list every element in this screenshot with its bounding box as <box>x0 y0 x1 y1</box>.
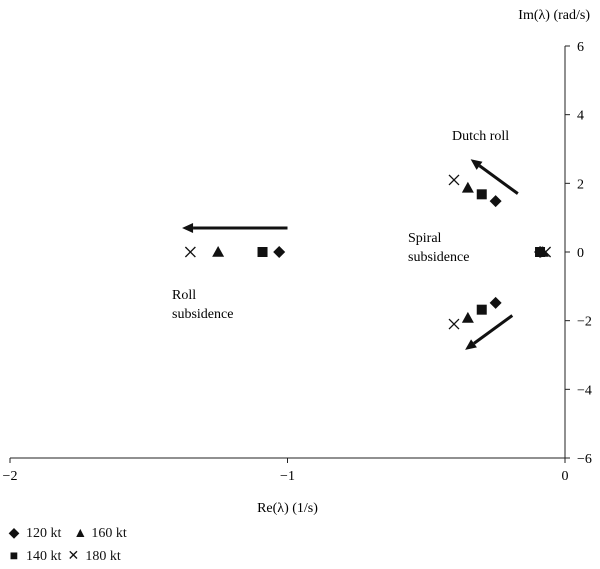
legend-marker-square: ■ <box>9 548 19 564</box>
x-stroke <box>540 246 552 258</box>
axes: −2 −1 0 −6 −4 −2 0 2 4 6 Re(λ) (1/s) Im(λ) (rad/s) <box>3 8 592 516</box>
data-point-square <box>257 247 268 257</box>
arrow-head <box>465 339 477 350</box>
x-tick-label: 0 <box>562 469 569 484</box>
legend-label: 160 kt <box>91 525 127 541</box>
y-tick-label: 0 <box>577 246 584 261</box>
data-point-diamond <box>273 246 286 258</box>
y-tick-label: 2 <box>577 177 584 192</box>
data-point-diamond <box>489 195 502 208</box>
x-stroke <box>184 246 196 258</box>
arrow-head <box>182 222 194 233</box>
y-tick-label: −4 <box>577 383 592 398</box>
x-stroke <box>448 318 460 330</box>
data-point-square <box>476 304 487 315</box>
legend-marker-x: ✕ <box>67 549 80 564</box>
x-stroke <box>448 174 460 186</box>
y-axis-label: Im(λ) (rad/s) <box>518 8 590 23</box>
arrow-head <box>470 159 483 170</box>
legend-row-2: ■ 140 kt ✕ 180 kt <box>8 548 121 565</box>
arrow-shaft <box>473 314 514 345</box>
data-point-x <box>540 246 552 258</box>
x-tick-label: −1 <box>280 469 295 484</box>
x-tick-label: −2 <box>3 469 18 484</box>
data-marks <box>184 174 552 330</box>
legend-marker-diamond: ◆ <box>8 526 20 541</box>
y-tick-label: −6 <box>577 452 592 467</box>
annotation-roll: subsidence <box>172 307 233 322</box>
y-tick-label: 4 <box>577 109 584 124</box>
data-point-x <box>448 174 460 186</box>
data-point-x <box>184 246 196 258</box>
legend-marker-triangle: ▲ <box>73 525 88 541</box>
data-point-diamond <box>489 296 502 309</box>
legend-label: 180 kt <box>85 548 121 564</box>
data-point-triangle <box>461 311 474 323</box>
annotation-roll: Roll <box>172 288 196 303</box>
x-axis-label: Re(λ) (1/s) <box>257 501 318 516</box>
legend-label: 140 kt <box>26 548 62 564</box>
trend-arrow <box>470 159 519 195</box>
legend-row-1: ◆ 120 kt ▲ 160 kt <box>8 525 127 542</box>
data-point-triangle <box>212 246 225 257</box>
arrow-shaft <box>478 164 519 195</box>
data-point-triangle <box>461 181 474 193</box>
annotations: Dutch roll Spiral subsidence Roll subsidence <box>172 129 519 350</box>
data-point-square <box>476 189 487 200</box>
y-tick-label: −2 <box>577 315 592 330</box>
trend-arrow <box>182 222 288 233</box>
data-point-x <box>448 318 460 330</box>
annotation-spiral: Spiral <box>408 231 442 246</box>
data-point-triangle <box>536 246 549 257</box>
legend-label: 120 kt <box>26 525 62 541</box>
annotation-spiral: subsidence <box>408 250 469 265</box>
trend-arrow <box>465 314 514 350</box>
annotation-dutch-roll: Dutch roll <box>452 129 509 144</box>
y-tick-label: 6 <box>577 40 584 55</box>
